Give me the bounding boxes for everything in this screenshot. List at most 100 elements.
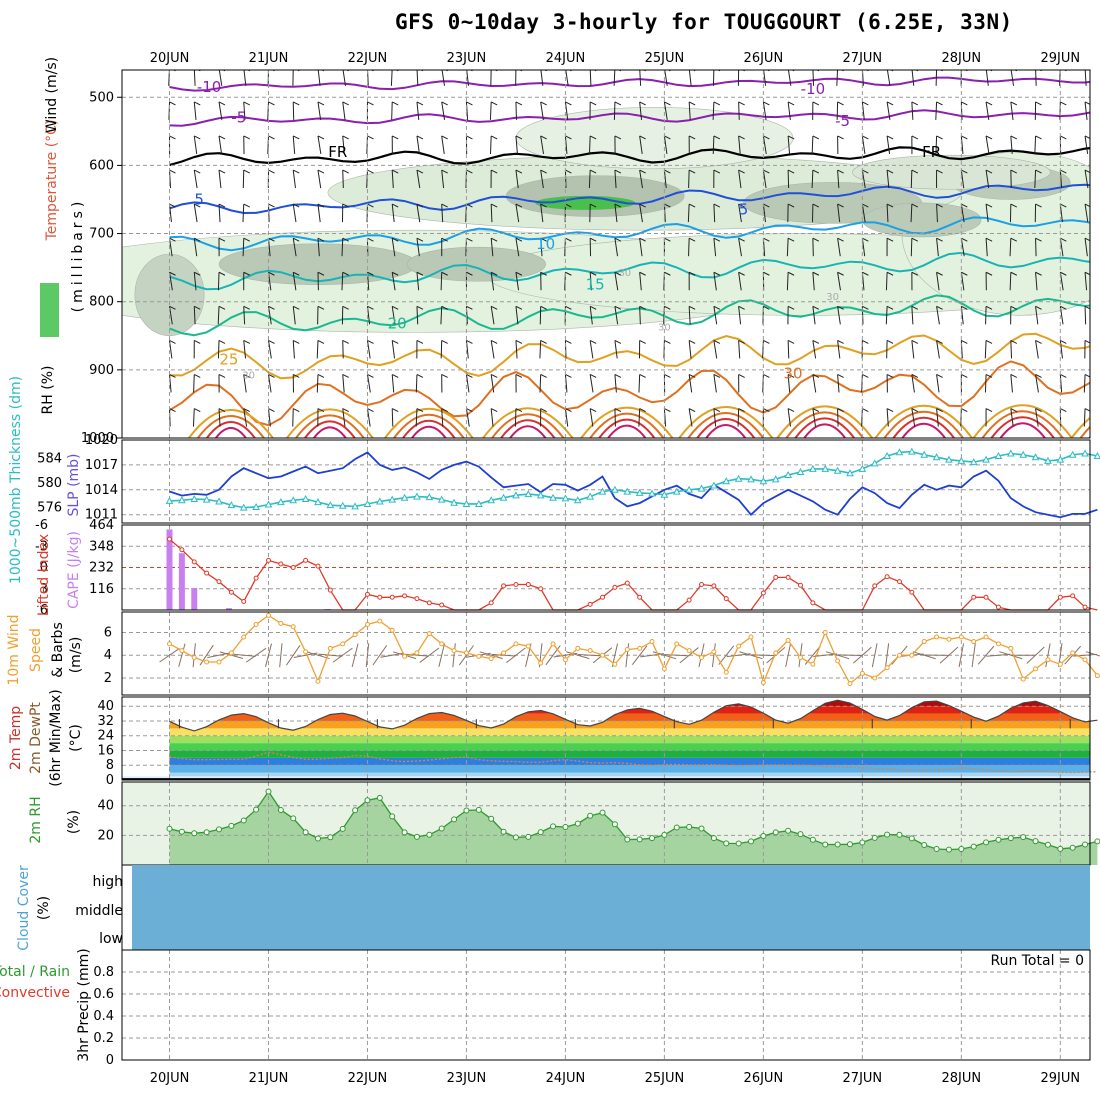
rh2m-point bbox=[599, 809, 606, 816]
wind-barb-flag bbox=[639, 203, 646, 208]
wind-barb-flag bbox=[738, 408, 745, 413]
lifted-index-point bbox=[204, 570, 210, 576]
label-temp-units: (°C) bbox=[68, 724, 84, 752]
wind-barb bbox=[564, 408, 569, 427]
isotherm-label: -5 bbox=[835, 112, 850, 130]
wind-barb-flag bbox=[614, 305, 622, 310]
thickness-point bbox=[437, 495, 446, 503]
lifted-index-line bbox=[169, 538, 1098, 611]
thickness-point bbox=[846, 469, 854, 477]
lifted-index-point bbox=[699, 582, 705, 587]
precip-tick-label: 0.2 bbox=[93, 1031, 114, 1046]
thickness-point bbox=[771, 475, 780, 483]
wind-barb-flag bbox=[342, 101, 349, 106]
rh2m-point bbox=[178, 828, 185, 835]
wind-barb bbox=[514, 408, 517, 427]
wind-barb-flag bbox=[985, 339, 993, 344]
date-axis-top: 20JUN 21JUN 22JUN 23JUN 24JUN 25JUN 26JUN 27JUN… bbox=[150, 51, 1080, 66]
wind-barb-flag bbox=[1084, 374, 1090, 378]
wind-barb bbox=[936, 238, 939, 257]
wind-barb-flag bbox=[540, 237, 547, 242]
thickness-point bbox=[573, 496, 582, 504]
wind-barb-flag bbox=[738, 305, 745, 310]
surface-isotherm-loop bbox=[794, 417, 855, 438]
wind-barb-flag bbox=[688, 237, 696, 242]
surface-isotherm-loop bbox=[304, 420, 356, 438]
wind10-barb bbox=[958, 643, 965, 668]
wind-barb-flag bbox=[738, 135, 745, 140]
lifted-index-point bbox=[501, 583, 507, 589]
rh2m-point bbox=[166, 825, 173, 832]
wind-barb bbox=[342, 101, 346, 120]
lifted-index-point bbox=[402, 593, 408, 599]
wind-barb-flag bbox=[886, 374, 894, 378]
date-label-top: 23JUN bbox=[447, 51, 487, 66]
thickness-point bbox=[400, 493, 409, 501]
wind-barb bbox=[861, 204, 866, 223]
wind-barb-flag bbox=[1035, 408, 1042, 413]
wind-barb-flag bbox=[540, 169, 547, 174]
wind-barb-flag bbox=[1084, 408, 1090, 412]
wind-barb-flag bbox=[243, 374, 250, 378]
rh2m-point bbox=[958, 845, 965, 852]
wind-barb-flag bbox=[664, 237, 671, 242]
thickness-point bbox=[697, 484, 706, 492]
wind-barb bbox=[243, 101, 246, 120]
wind-barb bbox=[812, 70, 815, 86]
isotherm-label: FR bbox=[922, 143, 941, 161]
label-wind10m-speed: Speed bbox=[28, 628, 44, 672]
rh2m-point bbox=[921, 841, 928, 848]
wind10-point bbox=[315, 678, 321, 684]
wind-barb-flag bbox=[441, 374, 448, 378]
lifted-index-point bbox=[488, 600, 494, 606]
wind-barb-flag bbox=[490, 203, 498, 208]
wind-barb-flag bbox=[194, 374, 201, 378]
isotherm-line bbox=[169, 294, 1090, 337]
wind-barb-flag bbox=[441, 305, 448, 310]
thickness-point bbox=[957, 456, 966, 464]
wind-barb-flag bbox=[639, 101, 646, 106]
wind-barb-flag bbox=[614, 237, 622, 242]
wind-barb bbox=[787, 70, 792, 86]
temp-band bbox=[169, 750, 1090, 758]
wind-barb bbox=[540, 204, 544, 223]
wind-barb bbox=[515, 340, 518, 359]
wind-barb-flag bbox=[936, 203, 943, 208]
wind10-barb bbox=[199, 644, 214, 666]
wind-barb bbox=[169, 170, 172, 189]
wind-barb bbox=[515, 169, 519, 189]
rh2m-point bbox=[525, 833, 532, 840]
rh2m-point bbox=[834, 841, 841, 848]
wind-barb-flag bbox=[936, 408, 943, 413]
wind-barb bbox=[169, 204, 172, 223]
wind-barb-flag bbox=[713, 169, 721, 174]
wind-barb-flag bbox=[961, 408, 968, 413]
wind10-point bbox=[995, 641, 1001, 647]
temp-frame bbox=[121, 696, 1091, 781]
wind-barb bbox=[712, 135, 715, 154]
wind-barb-flag bbox=[515, 374, 523, 378]
wind-barb bbox=[861, 101, 865, 120]
wind-barb-flag bbox=[169, 271, 176, 276]
wind10-point bbox=[488, 656, 494, 662]
wind-barb-flag bbox=[886, 101, 894, 106]
wind-barb-flag bbox=[664, 135, 671, 140]
wind-barb bbox=[440, 340, 443, 359]
wind10-barb bbox=[986, 653, 1011, 657]
lifted-index-point bbox=[711, 583, 717, 589]
date-axis-bottom: 20JUN 21JUN 22JUN 23JUN 24JUN 25JUN 26JUN 27JUN… bbox=[150, 1071, 1080, 1086]
surface-isotherm-loop bbox=[384, 407, 474, 438]
isotherm-line bbox=[169, 146, 1090, 167]
wind-barb bbox=[1035, 306, 1039, 325]
wind10-point bbox=[661, 666, 667, 672]
wind-barb bbox=[935, 135, 938, 154]
wind-barb bbox=[391, 101, 393, 120]
thickness-tick-label: 580 bbox=[37, 476, 62, 491]
precip-frame bbox=[121, 949, 1091, 1061]
wind-barb bbox=[316, 374, 319, 393]
wind-barb bbox=[515, 135, 518, 155]
thickness-point bbox=[499, 493, 508, 501]
wind-barb bbox=[342, 135, 345, 155]
wind-barb-flag bbox=[243, 101, 250, 106]
wind10-barb bbox=[159, 648, 180, 663]
